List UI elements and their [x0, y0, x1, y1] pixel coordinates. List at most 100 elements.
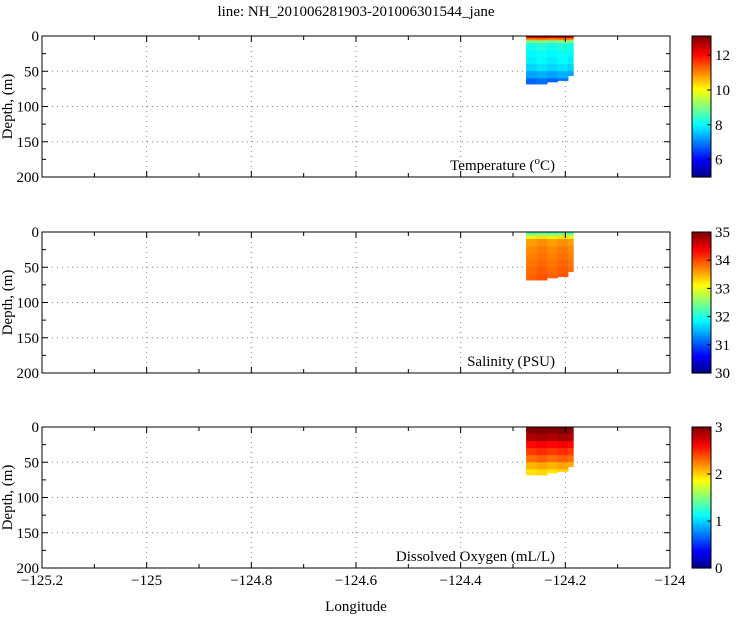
colorbar-segment [692, 306, 711, 310]
data-cell [547, 469, 558, 474]
colorbar-segment [692, 170, 711, 174]
colorbar-segment [692, 75, 711, 79]
data-cell [536, 246, 548, 254]
data-cell [547, 38, 558, 41]
data-cell [567, 431, 574, 435]
colorbar-segment [692, 102, 711, 105]
colorbar-segment [692, 532, 711, 536]
data-cell [526, 434, 538, 442]
data-cell [557, 462, 569, 470]
colorbar-segment [692, 561, 711, 565]
colorbar-segment [692, 534, 711, 538]
colorbar-segment [692, 115, 711, 119]
data-cell [536, 50, 548, 58]
colorbar-segment [692, 163, 711, 167]
data-cell [547, 427, 558, 430]
colorbar-segment [692, 243, 711, 246]
colorbar-segment [692, 337, 711, 341]
colorbar-segment [692, 355, 711, 359]
colorbar-tick-label: 0 [715, 561, 723, 577]
colorbar-segment [692, 150, 711, 154]
colorbar-segment [692, 475, 711, 479]
colorbar-segment [692, 368, 711, 372]
data-cell [526, 71, 538, 79]
data-cell [547, 267, 558, 275]
data-cell [547, 57, 558, 65]
data-cell [557, 43, 569, 51]
colorbar-box [691, 426, 712, 569]
colorbar-segment [692, 521, 711, 525]
panel-label: Salinity (PSU) [467, 354, 555, 370]
colorbar-segment [692, 148, 711, 152]
data-cell [567, 36, 574, 39]
colorbar-segment [692, 315, 711, 319]
colorbar-segment [692, 565, 711, 569]
colorbar-segment [692, 126, 711, 130]
colorbar-segment [692, 353, 711, 356]
colorbar-segment [692, 462, 711, 466]
colorbar-segment [692, 324, 711, 328]
data-cell [547, 253, 558, 261]
data-cell [526, 78, 538, 85]
colorbar-segment [692, 490, 711, 494]
colorbar-segment [692, 335, 711, 339]
colorbar-segment [692, 287, 711, 290]
data-cell [557, 234, 569, 237]
data-cell [526, 234, 538, 237]
colorbar-segment [692, 141, 711, 145]
y-tick-label: 150 [17, 331, 40, 347]
colorbar-segment [692, 64, 711, 68]
colorbar-segment [692, 471, 711, 474]
data-cell [536, 469, 548, 476]
data-cell [536, 427, 548, 430]
colorbar-segment [692, 326, 711, 330]
data-cell [536, 43, 548, 51]
data-cell [526, 236, 538, 240]
colorbar-tick-label: 31 [715, 338, 730, 354]
colorbar-segment [692, 49, 711, 53]
y-tick-label: 0 [32, 420, 40, 436]
panel-label-part: o [535, 155, 541, 167]
colorbar-segment [692, 104, 711, 108]
colorbar-segment [692, 429, 711, 433]
colorbar-segment [692, 254, 711, 257]
colorbar-segment [692, 548, 711, 551]
x-tick-label: −124.2 [544, 573, 586, 589]
data-cell [536, 38, 548, 41]
colorbar-segment [692, 453, 711, 457]
colorbar-segment [692, 446, 711, 450]
colorbar-segment [692, 333, 711, 337]
data-cell [526, 232, 538, 235]
colorbar-tick-label: 8 [715, 118, 723, 134]
data-cell [526, 462, 538, 470]
data-cell [547, 78, 558, 83]
colorbar-segment [692, 247, 711, 251]
colorbar-segment [692, 350, 711, 354]
data-cell [567, 43, 574, 51]
colorbar-segment [692, 132, 711, 136]
x-tick-label: −125 [131, 573, 162, 589]
data-cell [536, 267, 548, 275]
colorbar-segment [692, 97, 711, 101]
data-cell [536, 441, 548, 449]
colorbar-segment [692, 539, 711, 543]
colorbar-segment [692, 554, 711, 558]
colorbar-segment [692, 245, 711, 249]
y-axis-label: Depth, (m) [0, 465, 16, 531]
data-cell [526, 427, 538, 430]
colorbar-tick-label: 3 [715, 420, 723, 436]
colorbar-segment [692, 280, 711, 284]
data-cell [557, 448, 569, 456]
data-cell [557, 232, 569, 235]
colorbar-tick-label: 34 [715, 253, 731, 269]
panel-label: Temperature (oC) [450, 155, 555, 174]
colorbar-segment [692, 552, 711, 556]
colorbar-segment [692, 543, 711, 547]
data-cell [547, 448, 558, 456]
data-cell [536, 253, 548, 261]
colorbar-segment [692, 260, 711, 264]
colorbar-segment [692, 293, 711, 297]
colorbar-segment [692, 240, 711, 244]
data-cell [557, 239, 569, 247]
data-cell [526, 40, 538, 44]
